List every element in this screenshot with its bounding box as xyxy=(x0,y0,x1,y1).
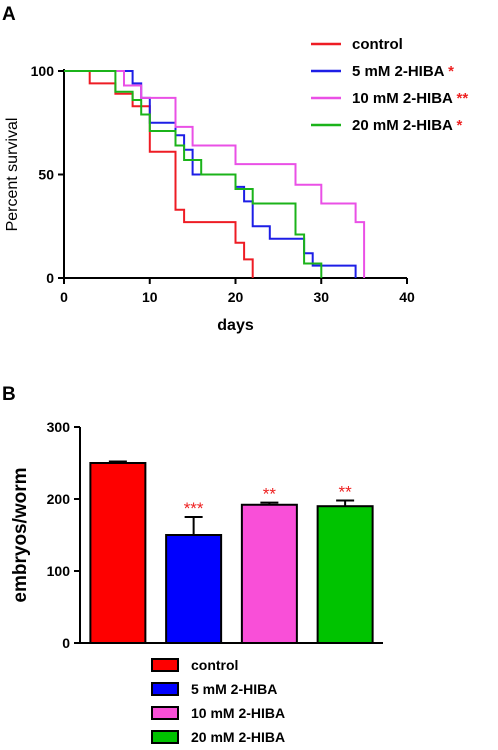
legend-label: 5 mM 2-HIBA xyxy=(191,681,277,697)
bar xyxy=(316,505,374,645)
panel-a-label: A xyxy=(2,4,16,25)
survival-x-tick-label: 10 xyxy=(142,289,158,305)
survival-x-axis-label: days xyxy=(217,317,254,334)
survival-axes: 0 10 20 30 40 0 50 100 xyxy=(31,63,415,305)
legend-label: control xyxy=(352,36,403,53)
significance-stars: ** xyxy=(339,482,353,501)
bar-y-tick-label: 100 xyxy=(47,563,71,579)
survival-y-tick-label: 0 xyxy=(46,270,54,286)
bar-marks: ***** ** xyxy=(89,460,374,645)
legend-label: 5 mM 2-HIBA * xyxy=(352,63,454,80)
bar xyxy=(89,462,147,644)
significance-stars: *** xyxy=(184,499,204,518)
bar-y-tick-label: 300 xyxy=(47,419,71,435)
bar xyxy=(240,503,298,645)
survival-y-tick-label: 50 xyxy=(38,167,54,183)
legend-significance-stars: ** xyxy=(452,90,468,107)
survival-chart: 0 10 20 30 40 0 50 100 control 5 mM 2-HIBA * 10 m… xyxy=(4,36,468,334)
survival-y-tick-label: 100 xyxy=(31,63,55,79)
legend-label: 10 mM 2-HIBA ** xyxy=(352,90,468,107)
survival-curve xyxy=(64,70,323,278)
bar-y-tick-label: 200 xyxy=(47,491,71,507)
legend-color-swatch xyxy=(151,682,179,696)
survival-x-tick-label: 0 xyxy=(60,289,68,305)
survival-x-tick-label: 20 xyxy=(228,289,244,305)
bar xyxy=(165,534,223,644)
panel-b-label: B xyxy=(2,384,16,405)
legend-label: 20 mM 2-HIBA xyxy=(191,729,285,745)
legend-label: control xyxy=(191,657,238,673)
bar-legend: control 5 mM 2-HIBA 10 mM 2-HIBA 20 mM 2-HI… xyxy=(151,657,285,745)
legend-color-swatch xyxy=(151,706,179,720)
legend-label: 10 mM 2-HIBA xyxy=(191,705,285,721)
legend-color-swatch xyxy=(151,658,179,672)
legend-significance-stars: * xyxy=(452,117,462,134)
bar-y-tick-label: 0 xyxy=(62,635,70,651)
survival-legend: control 5 mM 2-HIBA * 10 mM 2-HIBA ** 20 mM… xyxy=(311,36,468,134)
significance-stars: ** xyxy=(263,485,277,504)
survival-x-tick-label: 40 xyxy=(399,289,415,305)
legend-significance-stars: * xyxy=(444,63,454,80)
survival-y-axis-label: Percent survival xyxy=(4,118,21,232)
bar-y-axis-label: embryos/worm xyxy=(10,467,31,602)
survival-curves xyxy=(64,70,366,278)
legend-color-swatch xyxy=(151,730,179,744)
legend-label: 20 mM 2-HIBA * xyxy=(352,117,462,134)
survival-curve xyxy=(64,70,366,278)
survival-x-tick-label: 30 xyxy=(313,289,329,305)
